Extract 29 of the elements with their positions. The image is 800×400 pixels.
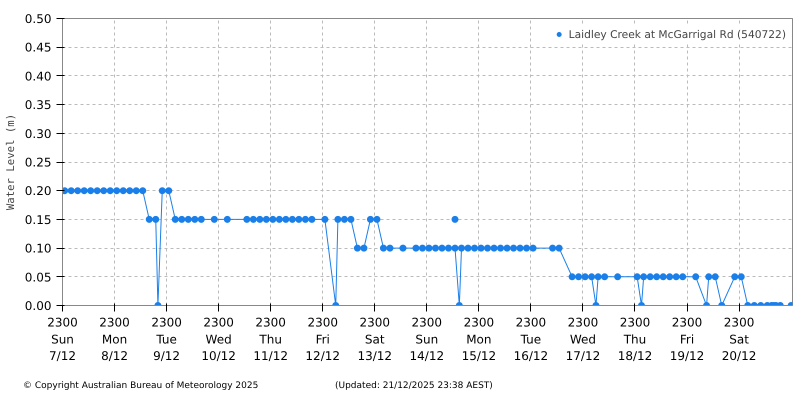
y-tick-label: 0.25 (24, 156, 52, 170)
y-tick-label: 0.05 (24, 270, 52, 284)
y-tick-label: 0.35 (24, 98, 52, 112)
x-tick-label: 2300 Tue 16/12 (514, 316, 548, 364)
y-tick-label: 0.10 (24, 242, 52, 256)
x-tick-label: 2300 Sat 20/12 (722, 316, 756, 364)
y-axis-title: Water Level (m) (4, 114, 17, 210)
x-tick-label: 2300 Sun 14/12 (410, 316, 444, 364)
text: © Copyright Australian Bureau of Meteorology 2025 (23, 380, 258, 393)
x-tick-label: 2300 Fri 12/12 (305, 316, 340, 364)
y-tick-label: 0.45 (24, 40, 52, 55)
x-tick-label: 2300 Sun 7/12 (47, 316, 78, 364)
legend-label: Laidley Creek at McGarrigal Rd (540722) (568, 28, 786, 40)
x-tick-label: 2300 Thu 11/12 (253, 316, 288, 364)
x-tick-label: 2300 Tue 9/12 (151, 316, 182, 364)
y-tick-label: 0.15 (24, 212, 52, 227)
x-tick-label: 2300 Mon 15/12 (462, 316, 496, 364)
x-tick-label: 2300 Wed 10/12 (201, 316, 236, 364)
x-tick-label: 2300 Mon 8/12 (99, 316, 130, 364)
y-tick-label: 0.50 (24, 12, 52, 26)
x-tick-label: 2300 Wed 17/12 (566, 316, 600, 364)
y-tick-label: 0.20 (24, 184, 52, 198)
y-tick-label: 0.00 (24, 299, 52, 313)
x-tick-label: 2300 Thu 18/12 (618, 316, 652, 364)
text: (Updated: 21/12/2025 23:38 AEST) (335, 380, 493, 393)
x-tick-label: 2300 Fri 19/12 (670, 316, 704, 364)
x-tick-label: 2300 Sat 13/12 (357, 316, 392, 364)
y-tick-label: 0.30 (24, 126, 52, 141)
y-tick-label: 0.40 (24, 69, 52, 84)
